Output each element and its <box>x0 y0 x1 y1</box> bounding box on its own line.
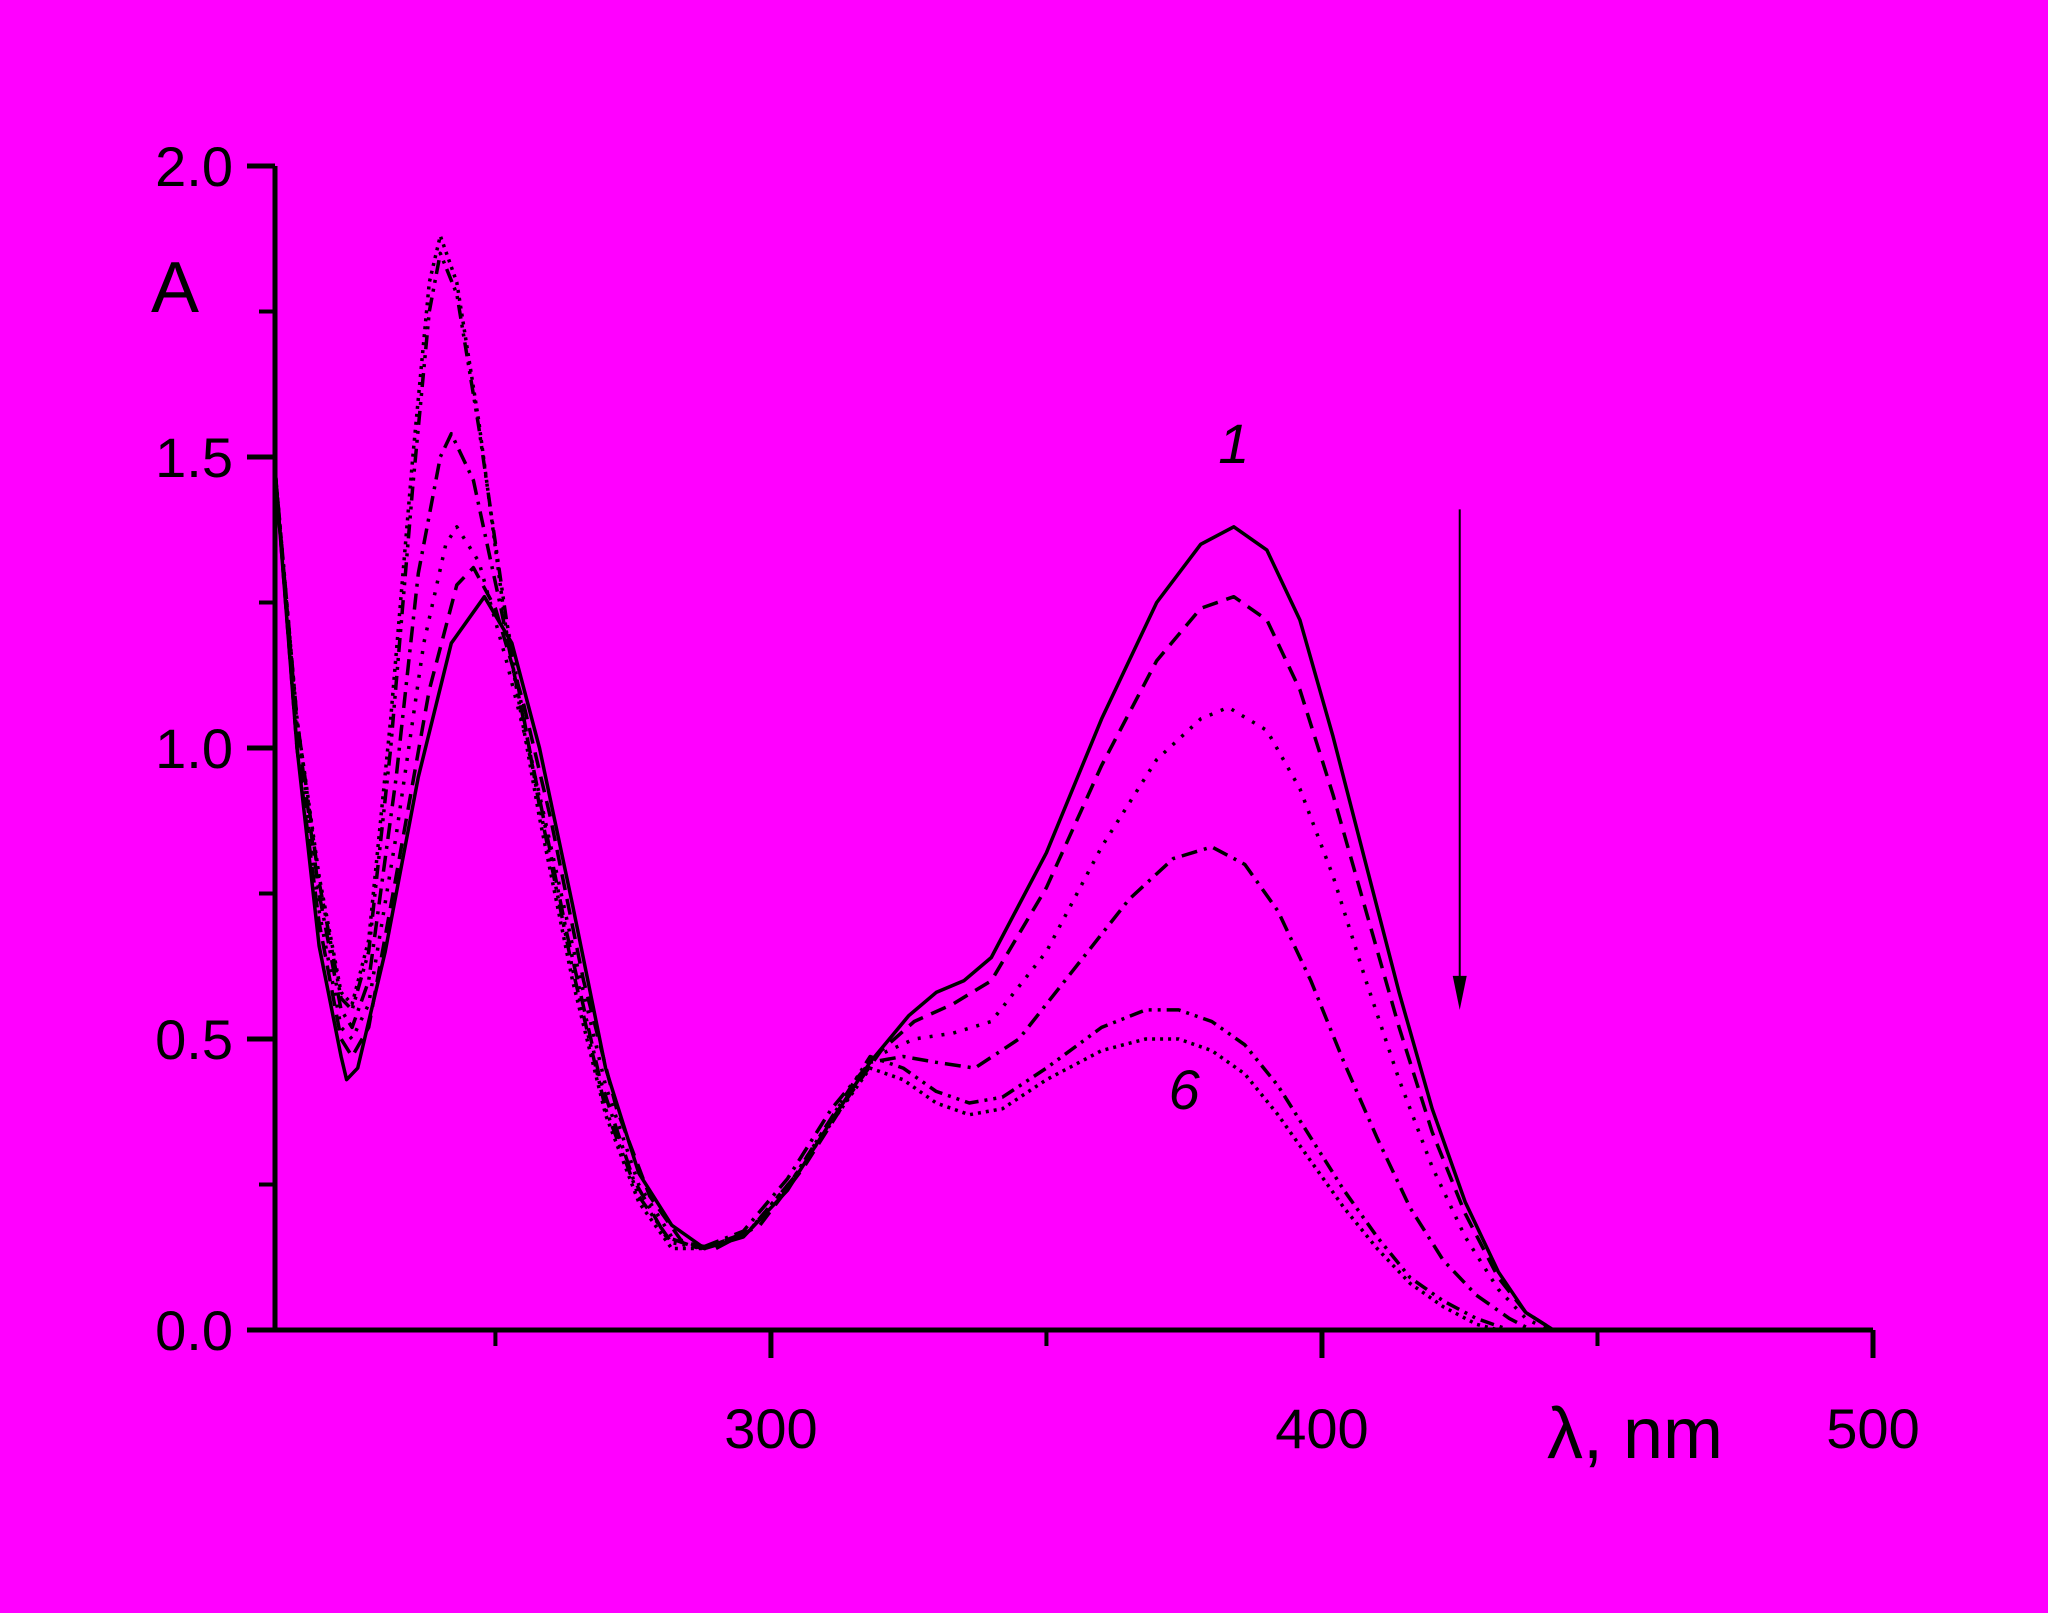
y-tick-label: 0.5 <box>155 1008 233 1071</box>
trend-arrow-head <box>1452 975 1467 1010</box>
series-line-6 <box>273 234 1499 1332</box>
axes: 0.0 0.5 1.0 1.5 2.0 300 400 500 <box>155 135 1920 1460</box>
x-tick-label: 400 <box>1275 1397 1368 1460</box>
x-tick-label: 500 <box>1826 1397 1919 1460</box>
y-tick-label: 1.5 <box>155 426 233 489</box>
y-tick-label: 1.0 <box>155 717 233 780</box>
annotations-group: 16 <box>1169 412 1467 1121</box>
y-axis-label: A <box>151 248 199 328</box>
x-tick-label: 300 <box>724 1397 817 1460</box>
y-tick-label: 0.0 <box>155 1299 233 1362</box>
curve-label-6: 6 <box>1169 1058 1201 1121</box>
curve-label-1: 1 <box>1218 412 1249 475</box>
series-group <box>273 234 1555 1332</box>
series-line-5 <box>273 251 1510 1332</box>
x-axis-label: λ, nm <box>1547 1394 1723 1474</box>
y-tick-label: 2.0 <box>155 135 233 198</box>
